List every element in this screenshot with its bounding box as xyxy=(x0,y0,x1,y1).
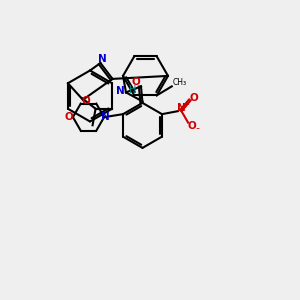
Text: O: O xyxy=(65,112,74,122)
Text: N: N xyxy=(177,103,186,113)
Text: O: O xyxy=(82,96,90,106)
Text: O: O xyxy=(131,77,140,87)
Text: O: O xyxy=(187,121,196,130)
Text: H: H xyxy=(129,85,136,95)
Text: CH₃: CH₃ xyxy=(172,78,187,87)
Text: +: + xyxy=(182,100,189,109)
Text: N: N xyxy=(98,54,106,64)
Text: -: - xyxy=(196,123,200,133)
Text: N: N xyxy=(116,86,125,96)
Text: N: N xyxy=(101,112,110,122)
Text: O: O xyxy=(190,93,199,103)
